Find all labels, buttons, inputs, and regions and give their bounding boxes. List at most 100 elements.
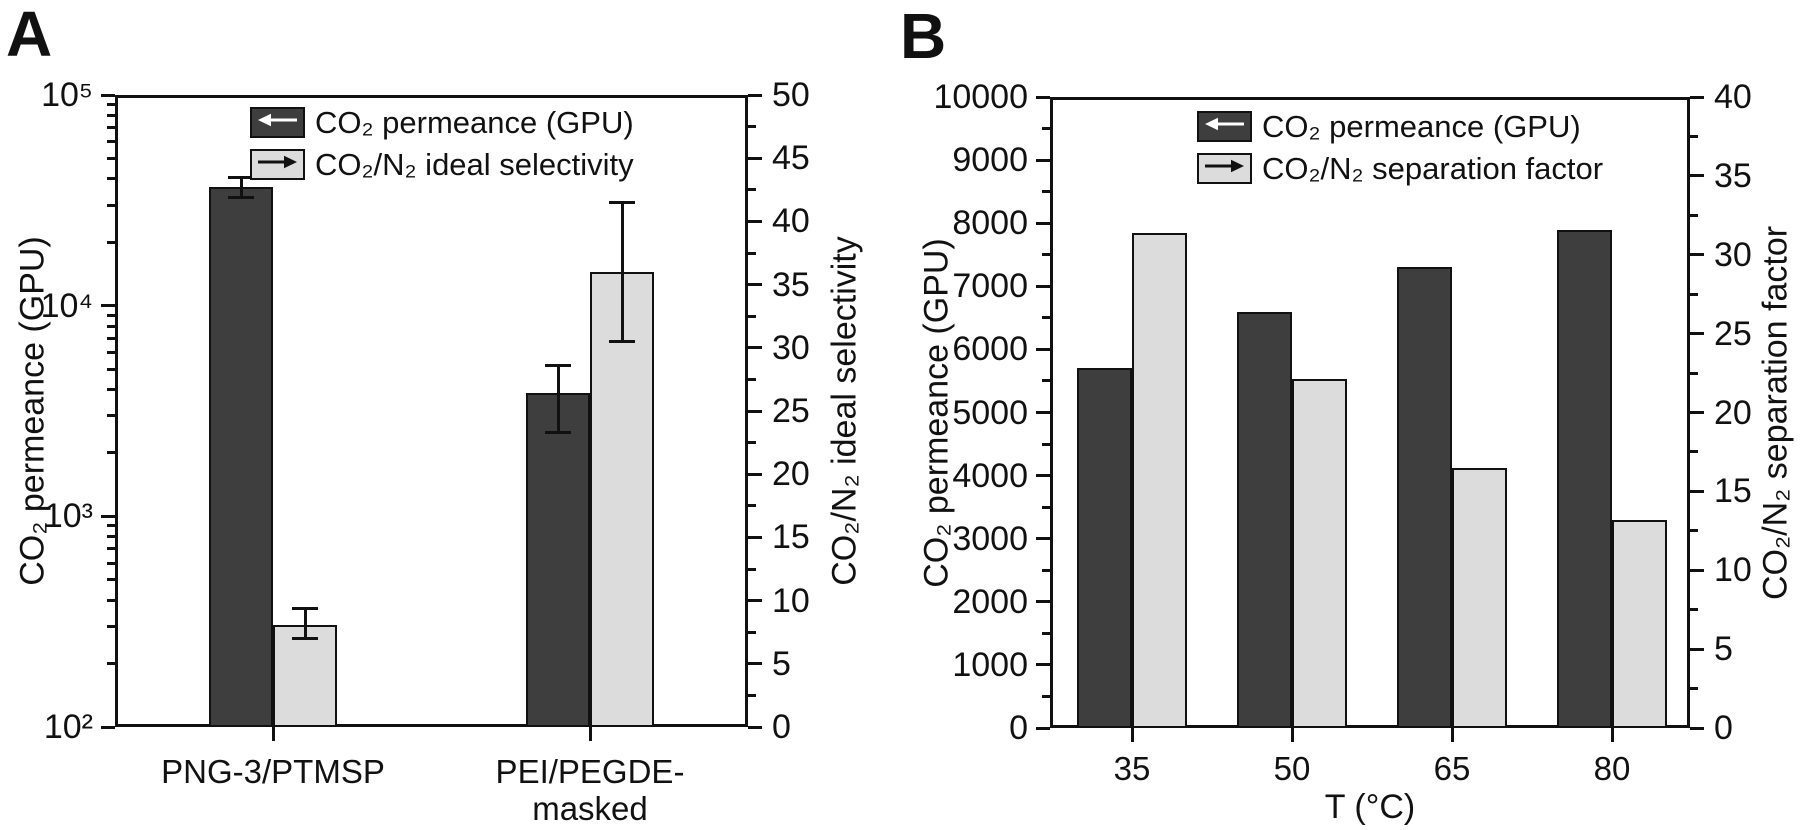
arrow-left-icon — [1202, 114, 1247, 139]
error-bar-cap — [228, 176, 254, 180]
right-axis-major-tick — [748, 472, 762, 476]
bar-co2-n2-separation-factor — [1132, 232, 1187, 728]
bar-co2-n2-selectivity — [273, 624, 337, 727]
left-axis-major-tick — [101, 514, 115, 518]
right-axis-major-tick — [748, 599, 762, 603]
x-axis-tick — [588, 727, 592, 741]
right-axis-major-tick — [1690, 568, 1704, 572]
right-axis-tick-label: 15 — [1714, 472, 1752, 511]
left-axis-minor-tick — [107, 662, 115, 666]
right-axis-tick-label: 50 — [772, 76, 810, 114]
left-axis-minor-tick — [107, 451, 115, 455]
right-axis-minor-tick — [748, 441, 756, 445]
right-axis-major-tick — [1690, 647, 1704, 651]
left-axis-minor-tick — [1042, 379, 1050, 383]
x-axis-tick — [1290, 728, 1294, 742]
right-axis-tick-label: 45 — [772, 139, 810, 178]
right-axis-major-tick — [748, 156, 762, 160]
right-axis-minor-tick — [1690, 529, 1698, 533]
left-axis-major-tick — [1036, 95, 1050, 99]
legend-swatch-light — [250, 149, 305, 180]
panel-b-x-axis-title: T (°C) — [1324, 788, 1416, 826]
right-axis-major-tick — [1690, 411, 1704, 414]
x-axis-category-label: 35 — [1113, 750, 1151, 787]
legend-row: CO₂ permeance (GPU) — [1197, 111, 1603, 142]
right-axis-minor-tick — [1690, 608, 1698, 612]
x-axis-category-label: PNG-3/PTMSP — [161, 753, 385, 790]
x-axis-category-label: 80 — [1593, 750, 1631, 787]
bar-co2-permeance — [1397, 267, 1452, 728]
right-axis-minor-tick — [748, 377, 756, 381]
left-axis-tick-label: 10000 — [933, 78, 1028, 116]
x-axis-tick — [1130, 728, 1134, 742]
left-axis-major-tick — [1036, 411, 1050, 414]
right-axis-minor-tick — [748, 567, 756, 571]
left-axis-minor-tick — [107, 535, 115, 539]
left-axis-minor-tick — [107, 387, 115, 391]
panel-a-plot: CO₂ permeance (GPU) CO₂/N₂ ideal selecti… — [14, 77, 864, 830]
right-axis-major-tick — [748, 535, 762, 539]
x-axis-category-label: 50 — [1273, 750, 1311, 787]
left-axis-major-tick — [1036, 726, 1050, 730]
left-axis-minor-tick — [107, 578, 115, 582]
legend-label: CO₂/N₂ ideal selectivity — [315, 147, 634, 182]
right-axis-tick-label: 20 — [1714, 393, 1752, 432]
left-axis-major-tick — [101, 725, 115, 729]
left-axis-minor-tick — [107, 547, 115, 551]
left-axis-minor-tick — [107, 313, 115, 317]
legend-label: CO₂ permeance (GPU) — [315, 105, 634, 140]
arrow-right-icon — [255, 152, 300, 177]
error-bar — [620, 202, 624, 342]
left-axis-minor-tick — [107, 324, 115, 328]
arrow-right-icon — [1202, 156, 1247, 181]
left-axis-tick-label: 10³ — [43, 497, 93, 536]
bar-co2-n2-selectivity — [590, 271, 654, 727]
panel-b-right-axis-title: CO₂/N₂ separation factor — [1756, 225, 1795, 600]
left-axis-major-tick — [1036, 284, 1050, 288]
right-axis-minor-tick — [748, 251, 756, 255]
right-axis-major-tick — [1690, 726, 1704, 730]
legend-row: CO₂/N₂ ideal selectivity — [250, 149, 634, 180]
left-axis-major-tick — [1036, 663, 1050, 667]
right-axis-tick-label: 40 — [1714, 78, 1752, 116]
error-bar — [303, 608, 307, 639]
left-axis-major-tick — [1036, 158, 1050, 162]
left-axis-tick-label: 3000 — [952, 519, 1028, 558]
legend: CO₂ permeance (GPU) CO₂/N₂ ideal selectiv… — [250, 107, 634, 191]
left-axis-minor-tick — [107, 156, 115, 160]
legend-row: CO₂ permeance (GPU) — [250, 107, 634, 138]
left-axis-major-tick — [101, 93, 115, 97]
error-bar — [239, 177, 243, 198]
left-axis-minor-tick — [107, 350, 115, 354]
x-axis-category-label: PEI/PEGDE-masked PNG-3/PTMSP — [495, 753, 685, 830]
right-axis-tick-label: 25 — [772, 392, 810, 430]
error-bar — [556, 365, 560, 433]
right-axis-tick-label: 5 — [1714, 630, 1733, 669]
x-axis-category-label: 65 — [1433, 750, 1471, 787]
panel-b-plot: CO₂ permeance (GPU) CO₂/N₂ separation fa… — [918, 79, 1795, 826]
error-bar-cap — [609, 339, 635, 343]
left-axis-major-tick — [1036, 537, 1050, 541]
right-axis-tick-label: 10 — [1714, 551, 1752, 590]
left-axis-tick-label: 7000 — [952, 267, 1028, 306]
left-axis-major-tick — [1036, 347, 1050, 351]
left-axis-minor-tick — [107, 561, 115, 565]
right-axis-minor-tick — [748, 125, 756, 129]
right-axis-minor-tick — [748, 504, 756, 508]
left-axis-major-tick — [101, 304, 115, 308]
left-axis-minor-tick — [107, 177, 115, 181]
bar-co2-permeance — [209, 187, 273, 727]
left-axis-tick-label: 10² — [43, 708, 93, 746]
right-axis-tick-label: 30 — [772, 328, 810, 367]
left-axis-minor-tick — [1042, 442, 1050, 446]
left-axis-tick-label: 6000 — [952, 330, 1028, 369]
left-axis-minor-tick — [107, 414, 115, 418]
left-axis-tick-label: 10⁴ — [40, 286, 93, 325]
right-axis-major-tick — [748, 346, 762, 350]
right-axis-minor-tick — [1690, 687, 1698, 691]
right-axis-minor-tick — [1690, 292, 1698, 296]
legend-row: CO₂/N₂ separation factor — [1197, 153, 1603, 184]
right-axis-tick-label: 10 — [772, 581, 810, 620]
left-axis-minor-tick — [107, 203, 115, 207]
right-axis-minor-tick — [748, 630, 756, 634]
